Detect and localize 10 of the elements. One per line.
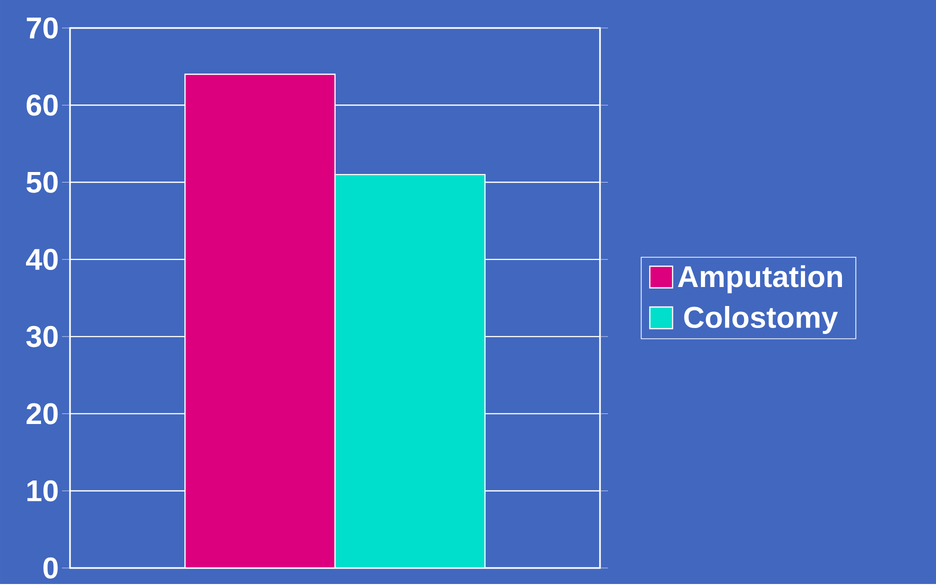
y-tick-label: 40	[26, 248, 58, 270]
legend-label: Colostomy	[684, 306, 838, 334]
legend-label: Amputation	[678, 265, 842, 294]
y-tick-label: 50	[26, 172, 58, 193]
y-tick-label: 60	[26, 94, 58, 116]
y-tick-label: 10	[27, 480, 58, 502]
y-tick-label: 70	[26, 17, 58, 38]
y-tick-label: 0	[43, 557, 58, 578]
y-tick-label: 30	[26, 326, 58, 348]
y-tick-label: 20	[26, 402, 58, 424]
